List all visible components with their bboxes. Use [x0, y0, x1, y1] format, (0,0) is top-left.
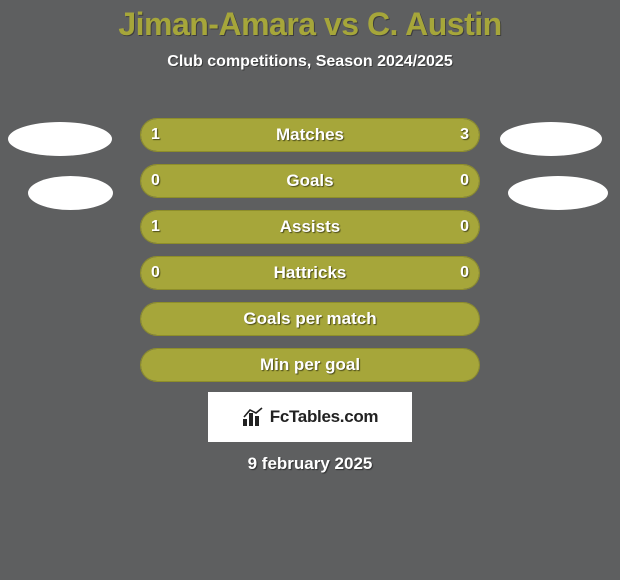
player2-name: C. Austin — [367, 6, 502, 42]
stat-value-right: 0 — [429, 211, 469, 243]
player1-name: Jiman-Amara — [118, 6, 315, 42]
left-team-badge — [28, 176, 113, 210]
stat-value-left: 1 — [151, 211, 191, 243]
comparison-chart: Matches13Goals00Assists10Hattricks00Goal… — [140, 118, 480, 394]
right-team-badge — [500, 122, 602, 156]
logo-text: FcTables.com — [270, 407, 379, 427]
stat-value-right: 0 — [429, 257, 469, 289]
stat-row: Goals00 — [140, 164, 480, 198]
page-title: Jiman-Amara vs C. Austin — [0, 0, 620, 43]
stat-row: Min per goal — [140, 348, 480, 382]
stat-label: Goals per match — [141, 303, 479, 335]
comparison-canvas: Jiman-Amara vs C. Austin Club competitio… — [0, 0, 620, 580]
stat-value-left: 1 — [151, 119, 191, 151]
stat-label: Min per goal — [141, 349, 479, 381]
stat-row: Goals per match — [140, 302, 480, 336]
right-team-badge — [508, 176, 608, 210]
footer-date: 9 february 2025 — [0, 454, 620, 474]
vs-word: vs — [316, 6, 367, 42]
stat-row: Assists10 — [140, 210, 480, 244]
stat-value-left: 0 — [151, 257, 191, 289]
left-team-badge — [8, 122, 112, 156]
stat-value-right: 0 — [429, 165, 469, 197]
bar-chart-icon — [242, 407, 264, 427]
subtitle: Club competitions, Season 2024/2025 — [0, 53, 620, 71]
stat-row: Hattricks00 — [140, 256, 480, 290]
stat-value-right: 3 — [429, 119, 469, 151]
stat-row: Matches13 — [140, 118, 480, 152]
stat-value-left: 0 — [151, 165, 191, 197]
fctables-logo: FcTables.com — [208, 392, 412, 442]
